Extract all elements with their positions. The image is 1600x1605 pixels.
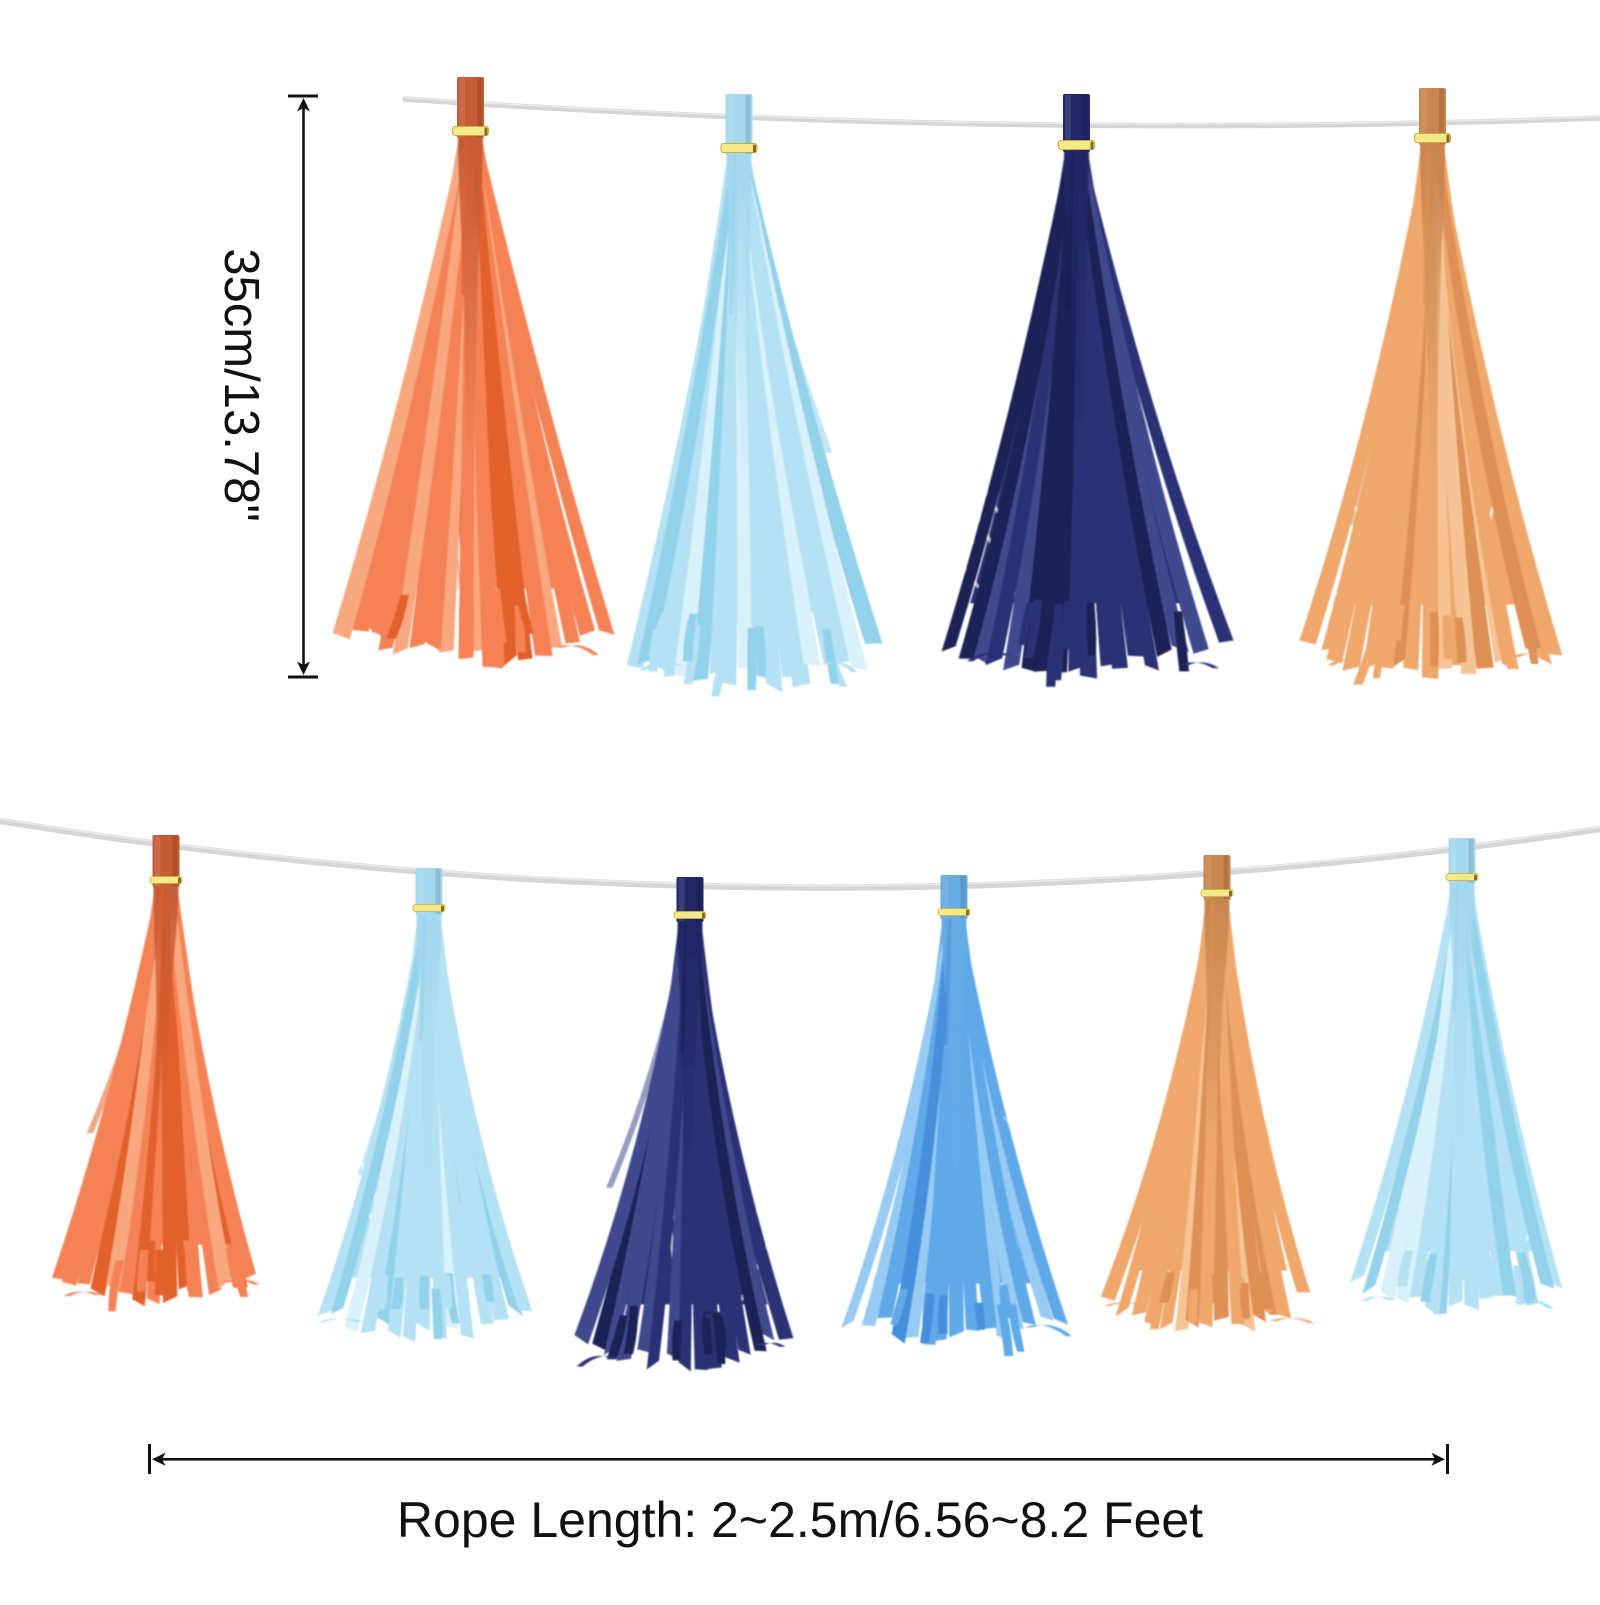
- svg-text:Rope Length: 2~2.5m/6.56~8.2 F: Rope Length: 2~2.5m/6.56~8.2 Feet: [397, 1492, 1203, 1548]
- svg-text:35cm/13.78": 35cm/13.78": [214, 248, 268, 521]
